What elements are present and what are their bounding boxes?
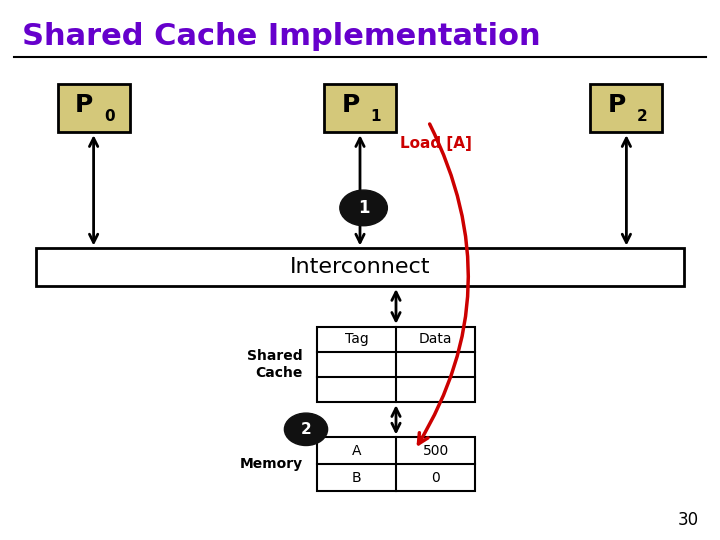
Text: Shared
Cache: Shared Cache — [247, 349, 302, 380]
FancyBboxPatch shape — [317, 327, 475, 402]
Text: 2: 2 — [301, 422, 311, 437]
Text: P: P — [608, 93, 626, 117]
Text: 2: 2 — [637, 109, 647, 124]
Text: Tag: Tag — [345, 332, 368, 346]
FancyBboxPatch shape — [36, 248, 684, 286]
FancyBboxPatch shape — [317, 437, 475, 491]
Text: Load [A]: Load [A] — [400, 136, 472, 151]
Text: 1: 1 — [371, 109, 381, 124]
Text: Data: Data — [419, 332, 452, 346]
FancyBboxPatch shape — [58, 84, 130, 132]
FancyBboxPatch shape — [324, 84, 396, 132]
FancyBboxPatch shape — [590, 84, 662, 132]
Text: 30: 30 — [678, 511, 698, 529]
Text: B: B — [351, 471, 361, 485]
Text: Memory: Memory — [239, 457, 302, 471]
Circle shape — [340, 190, 387, 226]
Text: A: A — [351, 444, 361, 458]
Text: 1: 1 — [358, 199, 369, 217]
Text: Shared Cache Implementation: Shared Cache Implementation — [22, 22, 540, 51]
Circle shape — [284, 413, 328, 446]
Text: 0: 0 — [104, 109, 114, 124]
Text: P: P — [75, 93, 94, 117]
Text: Interconnect: Interconnect — [289, 257, 431, 278]
Text: 500: 500 — [423, 444, 449, 458]
Text: P: P — [341, 93, 360, 117]
Text: 0: 0 — [431, 471, 440, 485]
